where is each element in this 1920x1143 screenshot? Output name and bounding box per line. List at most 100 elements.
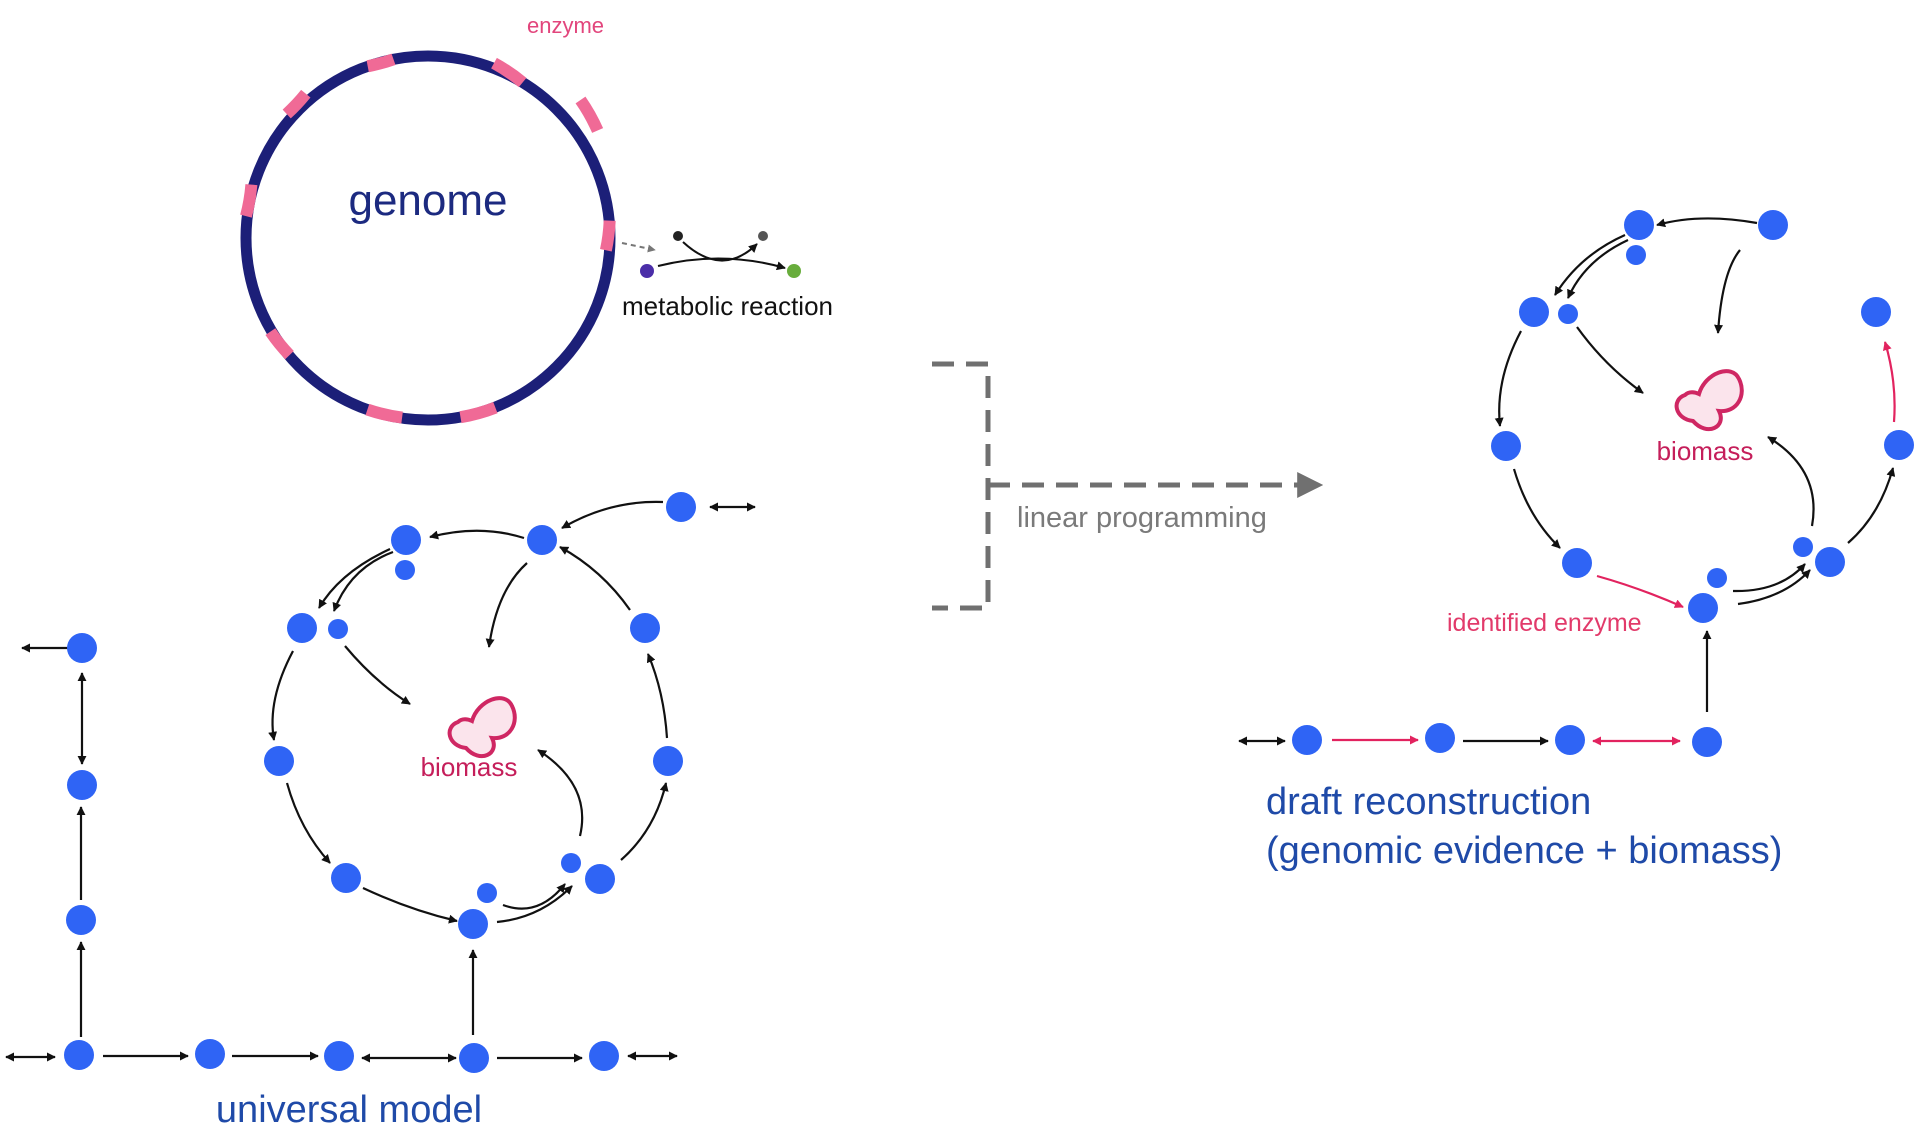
reaction-arrow [362, 887, 458, 924]
enzyme-segment [240, 184, 258, 218]
reaction-arrow [1714, 249, 1741, 334]
reaction-arrow [1847, 467, 1896, 544]
metabolites [1292, 210, 1914, 757]
metabolite-node [1292, 725, 1322, 755]
substrate-dot [640, 264, 654, 278]
draft-reconstruction-title: draft reconstruction [1266, 781, 1591, 823]
metabolite-node [1758, 210, 1788, 240]
metabolite-node [630, 613, 660, 643]
reaction-arrow [1512, 468, 1561, 549]
enzyme-segment [459, 401, 498, 424]
reaction-arrow [344, 645, 411, 705]
metabolite-node [324, 1041, 354, 1071]
reaction-arrow [485, 562, 528, 648]
reaction-arrow [537, 749, 584, 837]
cofactor-in-dot [673, 231, 683, 241]
enzyme-segment [265, 328, 294, 360]
metabolite-node [64, 1040, 94, 1070]
genome-label: genome [348, 176, 507, 225]
reaction-arrow [429, 529, 525, 540]
linear-programming-transform [932, 361, 1324, 611]
metabolite-node [1624, 210, 1654, 240]
substrate-arrow [657, 257, 786, 271]
metabolite-node [666, 492, 696, 522]
cofactor-arrow [682, 241, 758, 262]
reaction-arrow [1656, 217, 1758, 228]
metabolite-node [1558, 304, 1578, 324]
biomass-icon [1674, 369, 1744, 432]
metabolite-node [459, 1043, 489, 1073]
metabolite-node [1884, 430, 1914, 460]
reaction-arrow [332, 550, 394, 612]
identified-reaction-arrow [1883, 341, 1896, 423]
metabolite-node [287, 613, 317, 643]
metabolite-node [1519, 297, 1549, 327]
biomass-label: biomass [1657, 436, 1754, 466]
biomass-icon [447, 696, 517, 759]
reaction-arrow [1494, 330, 1522, 427]
enzyme-segment [575, 96, 604, 134]
biomass-label: biomass [421, 752, 518, 782]
reaction-arrow [561, 500, 664, 529]
reaction-arrow [1732, 563, 1806, 593]
reaction-arrows [1238, 217, 1896, 746]
reaction-arrow [1566, 239, 1629, 299]
enzyme-segment [365, 403, 403, 424]
metabolite-node [67, 770, 97, 800]
enzyme-segments [240, 53, 616, 424]
enzyme-segment [366, 53, 396, 73]
reaction-arrow [1576, 326, 1644, 394]
metabolite-node [477, 883, 497, 903]
metabolic-reaction-label: metabolic reaction [622, 291, 833, 321]
reaction-arrow [318, 548, 391, 609]
metabolite-node [1692, 727, 1722, 757]
universal-model: biomass universal model [5, 492, 756, 1131]
metabolite-node [589, 1041, 619, 1071]
metabolite-node [391, 525, 421, 555]
metabolite-node [195, 1039, 225, 1069]
universal-model-label: universal model [216, 1089, 482, 1131]
metabolite-node [1425, 723, 1455, 753]
metabolite-node [66, 905, 96, 935]
metabolite-node [653, 746, 683, 776]
metabolic-reaction-example: metabolic reaction [621, 231, 833, 321]
metabolite-node [561, 853, 581, 873]
reaction-arrow [502, 883, 566, 910]
metabolite-node [67, 633, 97, 663]
reaction-arrows [5, 500, 756, 1063]
draft-reconstruction: biomass identified enzyme draft reconstr… [1238, 210, 1914, 872]
enzyme-segment [282, 89, 311, 119]
metabolite-node [395, 560, 415, 580]
metabolite-node [1491, 431, 1521, 461]
metabolite-node [328, 619, 348, 639]
reaction-arrow [620, 782, 669, 861]
draft-reconstruction-subtitle: (genomic evidence + biomass) [1266, 830, 1782, 872]
metabolite-node [1861, 297, 1891, 327]
enzyme-label: enzyme [527, 13, 604, 38]
reaction-arrow [646, 653, 669, 739]
linear-programming-label: linear programming [1017, 502, 1267, 534]
enzyme-segment [491, 57, 527, 88]
metabolite-node [527, 525, 557, 555]
reaction-arrow [285, 782, 331, 864]
metabolite-node [1707, 568, 1727, 588]
metabolite-node [458, 909, 488, 939]
metabolite-node [1815, 547, 1845, 577]
metabolite-node [1688, 593, 1718, 623]
reaction-arrow [1767, 436, 1815, 527]
bracket [932, 361, 991, 611]
reaction-arrow [496, 885, 573, 924]
enzyme-segment [600, 220, 616, 252]
expression-arrow [621, 242, 656, 253]
metabolite-node [264, 746, 294, 776]
reaction-arrow [1737, 569, 1811, 606]
reaction-arrow [268, 650, 294, 741]
genome-panel: genome enzyme metabolic reaction [240, 13, 833, 426]
genome-ring [240, 50, 616, 426]
identified-reaction-arrow [1596, 574, 1684, 609]
product-dot [787, 264, 801, 278]
metabolites [64, 492, 696, 1073]
metabolite-node [1555, 725, 1585, 755]
cofactor-out-dot [758, 231, 768, 241]
reaction-arrow [559, 546, 631, 611]
